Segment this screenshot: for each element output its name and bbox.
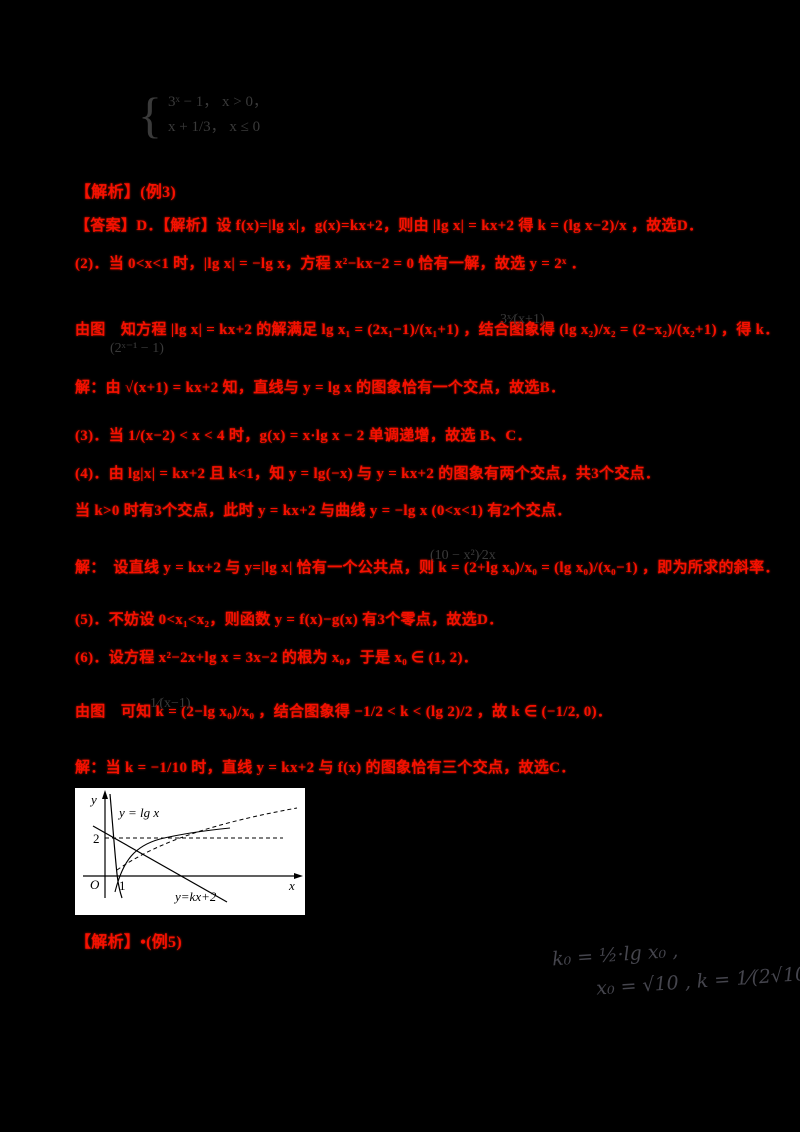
- handwriting-note: k₀ = ½·lg x₀ ,: [551, 939, 679, 971]
- function-graph: y x O 2 1 y = lg x y=kx+2: [83, 790, 303, 904]
- solution-line: 解： 设直线 y = kx+2 与 y=|lg x| 恰有一个公共点，则 k =…: [75, 560, 780, 576]
- lg-curve-dashed: [116, 807, 298, 871]
- solution-line: 当 k>0 时有3个交点，此时 y = kx+2 与曲线 y = −lg x (…: [75, 503, 572, 519]
- solution-line: 【解析】(例3): [75, 184, 177, 201]
- x-axis-label: x: [288, 878, 295, 893]
- brace-icon: {: [138, 87, 162, 143]
- solution-line: (5)．不妨设 0<x₁<x₂，则函数 y = f(x)−g(x) 有3个零点，…: [75, 612, 504, 628]
- formula-case-1: 3ˣ − 1， x > 0，: [168, 94, 269, 110]
- solution-line: 解：由 √(x+1) = kx+2 知，直线与 y = lg x 的图象恰有一个…: [75, 380, 566, 396]
- solution-line: 【答案】D．【解析】设 f(x)=|lg x|，g(x)=kx+2，则由 |lg…: [75, 218, 704, 234]
- function-graph-figure: y x O 2 1 y = lg x y=kx+2: [75, 788, 305, 915]
- solution-line: 【解析】•(例5): [75, 934, 182, 951]
- x-tick-1-label: 1: [119, 878, 126, 893]
- formula-case-2: x + 1/3， x ≤ 0: [168, 119, 261, 135]
- lg-curve-label: y = lg x: [117, 805, 159, 820]
- solution-line: 解：当 k = −1/10 时，直线 y = kx+2 与 f(x) 的图象恰有…: [75, 760, 576, 776]
- y-axis-label: y: [89, 792, 97, 807]
- solution-line: 由图 知方程 |lg x| = kx+2 的解满足 lg x₁ = (2x₁−1…: [75, 322, 780, 338]
- handwriting-note: x₀ = √10 , k = 1⁄(2√10): [595, 962, 800, 1000]
- faint-formula-fragment: (10 − x²)⁄2x: [430, 548, 496, 563]
- faint-formula-fragment: (2ˣ⁻¹ − 1): [110, 341, 164, 356]
- faint-formula-fragment: 3ˣ⁄(x+1): [500, 312, 545, 327]
- x-axis-arrow-icon: [294, 873, 303, 879]
- solution-line: (3)．当 1/(x−2) < x < 4 时，g(x) = x·lg x − …: [75, 428, 532, 444]
- steep-curve: [109, 793, 123, 899]
- solution-line: (4)．由 lg|x| = kx+2 且 k<1，知 y = lg(−x) 与 …: [75, 466, 661, 482]
- solution-line: (6)．设方程 x²−2x+lg x = 3x−2 的根为 x₀，于是 x₀ ∈…: [75, 650, 479, 666]
- solution-line: 由图 可知 k = (2−lg x₀)/x₀ ，结合图象得 −1/2 < k <…: [75, 704, 613, 720]
- kx-line-label: y=kx+2: [173, 889, 217, 904]
- piecewise-formula: { 3ˣ − 1， x > 0， x + 1/3， x ≤ 0: [138, 90, 268, 140]
- lg-curve-solid: [114, 827, 231, 893]
- y-tick-2-label: 2: [93, 831, 100, 846]
- origin-label: O: [90, 877, 100, 892]
- y-axis-arrow-icon: [102, 790, 108, 799]
- faint-formula-fragment: 1⁄(x−1): [150, 696, 191, 711]
- kx-line: [92, 825, 228, 903]
- solution-line: (2)．当 0<x<1 时，|lg x| = −lg x，方程 x²−kx−2 …: [75, 256, 586, 272]
